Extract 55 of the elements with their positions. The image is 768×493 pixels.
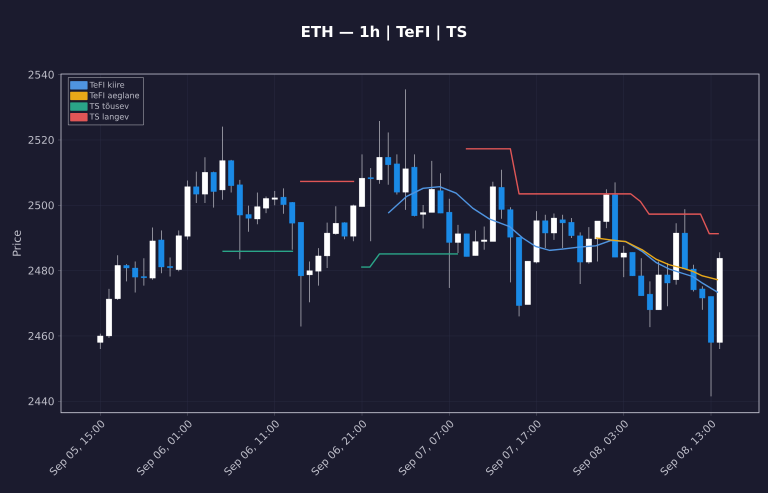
candlestick [140,258,147,286]
candlestick [568,218,574,238]
candlestick [167,257,174,277]
candlestick [420,204,426,229]
y-tick-label: 2460 [28,332,54,340]
y-tick-label: 2500 [28,201,54,210]
candlestick [376,120,382,184]
candlestick [193,171,200,204]
y-tick-label: 2440 [28,397,54,406]
y-tick-label: 2540 [28,70,54,79]
candlestick [332,206,339,236]
candlestick [638,258,644,296]
legend-label: TeFI kiire [90,82,124,88]
candlestick [472,230,478,256]
y-tick-label: 2480 [28,266,54,275]
candlestick [315,248,322,286]
legend-label: TeFI aeglane [90,92,140,100]
candlestick [586,226,592,264]
candlestick [402,89,409,210]
candlestick [97,333,104,350]
candlestick [699,286,706,310]
candlestick [123,264,130,282]
legend-label: TS langev [90,113,129,122]
candlestick [498,169,505,220]
candlestick [342,222,348,240]
candlestick [620,245,627,278]
candlestick [368,168,374,242]
y-axis-title: Price [12,230,21,256]
candlestick [542,214,548,248]
legend-label: TS tõusev [90,102,129,110]
candlestick [438,172,444,214]
candlestick [132,261,138,293]
candlestick [560,214,566,248]
candlestick [246,205,252,232]
candlestick [272,190,278,206]
candlestick [630,252,636,276]
candlestick [664,262,670,307]
candlestick [551,213,557,240]
candlestick [647,281,653,328]
candlestick [263,196,269,214]
candlestick [481,226,488,250]
candlestick [254,192,260,225]
candlestick [455,224,461,254]
candlestick [289,202,296,250]
candlestick [202,156,208,204]
candlestick [385,132,392,186]
y-tick-label: 2520 [28,136,54,144]
candlestick [324,222,330,268]
candlestick [464,233,470,257]
candlestick [594,220,601,262]
chart-title: ETH — 1h | TeFI | TS [302,25,466,40]
candlestick [280,188,286,214]
candlestick [306,261,313,303]
candlestick [428,160,435,213]
candlestick [210,171,217,208]
